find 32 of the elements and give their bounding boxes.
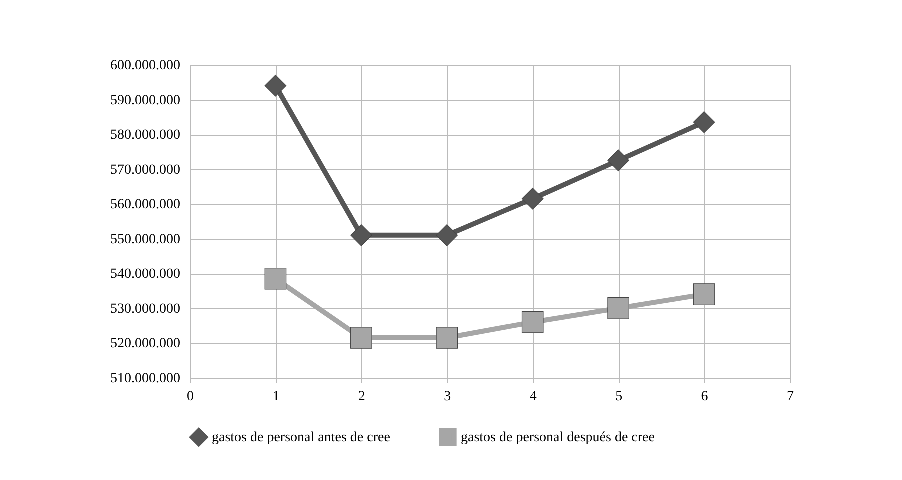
y-tick-label: 570.000.000 [110, 162, 180, 178]
y-tick-label: 580.000.000 [110, 128, 180, 144]
point [693, 284, 716, 306]
point [608, 298, 630, 320]
point [522, 311, 544, 334]
y-tick-label: 600.000.000 [110, 58, 180, 74]
point [693, 111, 716, 134]
x-tick-label: 7 [787, 390, 794, 404]
y-tick-label: 520.000.000 [110, 336, 180, 352]
x-tick-label: 0 [187, 390, 194, 404]
point [436, 224, 458, 246]
x-tick-label: 2 [358, 390, 366, 404]
y-tick-label: 590.000.000 [110, 93, 180, 108]
point [264, 74, 287, 97]
y-tick-label: 560.000.000 [110, 198, 180, 213]
point [436, 327, 458, 349]
legend-label: gastos de personal antes de cree [212, 430, 390, 446]
point [522, 188, 544, 210]
x-tick-label: 6 [701, 390, 708, 404]
x-tick-label: 4 [530, 390, 537, 404]
point [608, 150, 630, 172]
legend-label: gastos de personal después de cree [461, 430, 655, 446]
y-tick-label: 550.000.000 [110, 232, 180, 248]
y-tick-label: 510.000.000 [110, 372, 180, 386]
point [350, 327, 372, 349]
y-tick-label: 540.000.000 [110, 267, 180, 282]
x-tick-label: 5 [616, 390, 623, 404]
x-tick-label: 3 [444, 390, 452, 404]
point [350, 224, 372, 246]
y-tick-label: 530.000.000 [110, 302, 180, 317]
x-tick-label: 1 [272, 390, 280, 404]
point [264, 268, 287, 290]
